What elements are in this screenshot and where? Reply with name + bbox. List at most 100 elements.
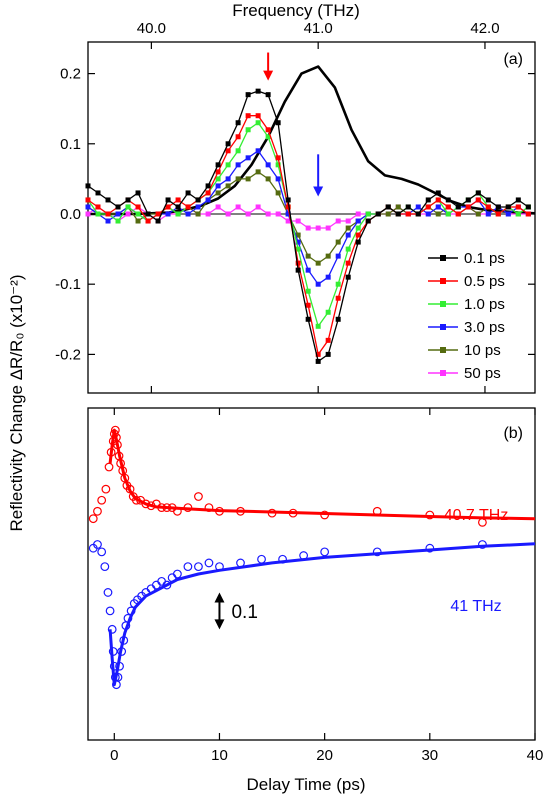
indicator-arrow-head [313, 186, 324, 197]
data-point [194, 562, 203, 572]
data-point [108, 647, 118, 656]
series-marker [515, 197, 521, 203]
series-marker [325, 351, 331, 357]
series-marker [295, 267, 301, 273]
data-point [425, 543, 435, 553]
data-point [106, 447, 116, 457]
legend-swatch-marker [440, 301, 446, 307]
series-marker [485, 204, 491, 210]
series-marker [385, 204, 391, 210]
series-marker [285, 218, 291, 224]
series-marker [315, 225, 321, 231]
series-marker [295, 218, 301, 224]
series-marker [295, 246, 301, 252]
data-point [183, 562, 193, 572]
data-point [257, 554, 266, 564]
series-marker [415, 204, 421, 210]
series-marker [405, 211, 411, 217]
series-marker [475, 197, 481, 203]
panel-b-x-tick-label: 0 [110, 747, 118, 764]
series-marker [145, 211, 151, 217]
series-marker [395, 211, 401, 217]
series-marker [435, 197, 441, 203]
legend-entry: 10 ps [464, 342, 501, 359]
series-marker [155, 218, 161, 224]
series-marker [425, 197, 431, 203]
series-marker [215, 169, 221, 175]
data-point [299, 551, 309, 560]
panel-b-x-tick-label: 10 [211, 747, 228, 764]
series-marker [255, 88, 261, 94]
data-point [107, 624, 117, 634]
series-marker [315, 358, 321, 364]
series-marker [195, 197, 201, 203]
series-marker [275, 162, 281, 168]
series-marker [315, 260, 321, 266]
data-point [236, 506, 245, 516]
series-marker [265, 176, 271, 182]
fit-curve [108, 428, 536, 521]
series-marker [115, 218, 121, 224]
series-marker [305, 253, 311, 259]
series-marker [85, 211, 91, 217]
series-marker [285, 197, 291, 203]
data-point [267, 508, 277, 518]
panel-label: (b) [503, 425, 523, 442]
data-point [478, 540, 487, 549]
series-marker [135, 204, 141, 210]
series-marker [425, 204, 431, 210]
data-point [204, 503, 214, 513]
series-marker [125, 204, 131, 210]
series-marker [125, 211, 131, 217]
series-marker [355, 218, 361, 224]
top-x-tick-label: 41.0 [304, 20, 333, 37]
series-marker [435, 211, 441, 217]
panel-a-y-tick-label: -0.2 [55, 346, 81, 363]
series-marker [345, 246, 351, 252]
series-marker [325, 253, 331, 259]
series-marker [215, 176, 221, 182]
series-marker [245, 92, 251, 98]
series-marker [255, 113, 261, 119]
series-marker [405, 204, 411, 210]
data-point [126, 606, 136, 616]
series-marker [355, 232, 361, 238]
series-marker [445, 204, 451, 210]
data-point [97, 547, 107, 557]
data-point [372, 547, 382, 557]
series-marker [195, 211, 201, 217]
series-marker [235, 162, 241, 168]
series-line [87, 121, 529, 328]
data-point [141, 499, 151, 509]
legend-entry: 50 ps [464, 365, 501, 382]
series-marker [245, 155, 251, 161]
series-marker [335, 295, 341, 301]
series-marker [275, 155, 281, 161]
data-point [157, 576, 167, 586]
series-marker [315, 323, 321, 329]
series-marker [225, 211, 231, 217]
series-marker [375, 211, 381, 217]
series-marker [215, 204, 221, 210]
series-marker [495, 204, 501, 210]
series-marker [175, 211, 181, 217]
panel-a-y-tick-label: 0.0 [60, 206, 81, 223]
series-marker [145, 218, 151, 224]
series-marker [425, 211, 431, 217]
series-marker [345, 225, 351, 231]
series-marker [395, 204, 401, 210]
data-point [288, 508, 298, 518]
data-point [125, 484, 135, 494]
series-marker [215, 183, 221, 189]
series-marker [515, 211, 521, 217]
series-marker [245, 113, 251, 119]
series-marker [165, 204, 171, 210]
series-marker [245, 176, 251, 182]
data-point [109, 661, 119, 671]
scale-bar-arrow-down [214, 619, 225, 630]
series-marker [275, 211, 281, 217]
series-marker [345, 260, 351, 266]
series-marker [345, 232, 351, 238]
top-x-tick-label: 40.0 [137, 20, 166, 37]
series-marker [485, 197, 491, 203]
